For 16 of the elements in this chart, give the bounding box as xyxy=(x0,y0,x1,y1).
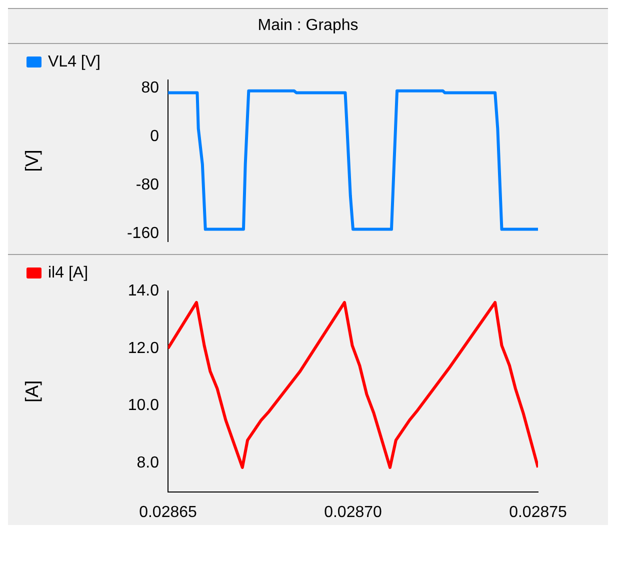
y-tick-label: -160 xyxy=(126,224,160,242)
x-tick-label: 0.02865 xyxy=(139,504,198,521)
y-tick-label: 14.0 xyxy=(128,282,160,300)
y-tick-label: 10.0 xyxy=(128,397,160,414)
y-axis-title: [V] xyxy=(22,150,42,172)
x-tick-label: 0.02875 xyxy=(509,504,568,521)
y-tick-label: 12.0 xyxy=(128,340,160,357)
y-tick-label: 8.0 xyxy=(136,454,160,472)
y-axis-title: [A] xyxy=(22,380,42,402)
y-tick-label: 0 xyxy=(150,128,160,145)
legend-label: il4 [A] xyxy=(48,264,88,282)
x-tick-label: 0.02870 xyxy=(324,504,382,521)
y-tick-label: -80 xyxy=(136,176,160,194)
chart-title: Main : Graphs xyxy=(8,9,608,44)
y-tick-label: 80 xyxy=(141,79,160,96)
legend-label: VL4 [V] xyxy=(48,53,100,70)
